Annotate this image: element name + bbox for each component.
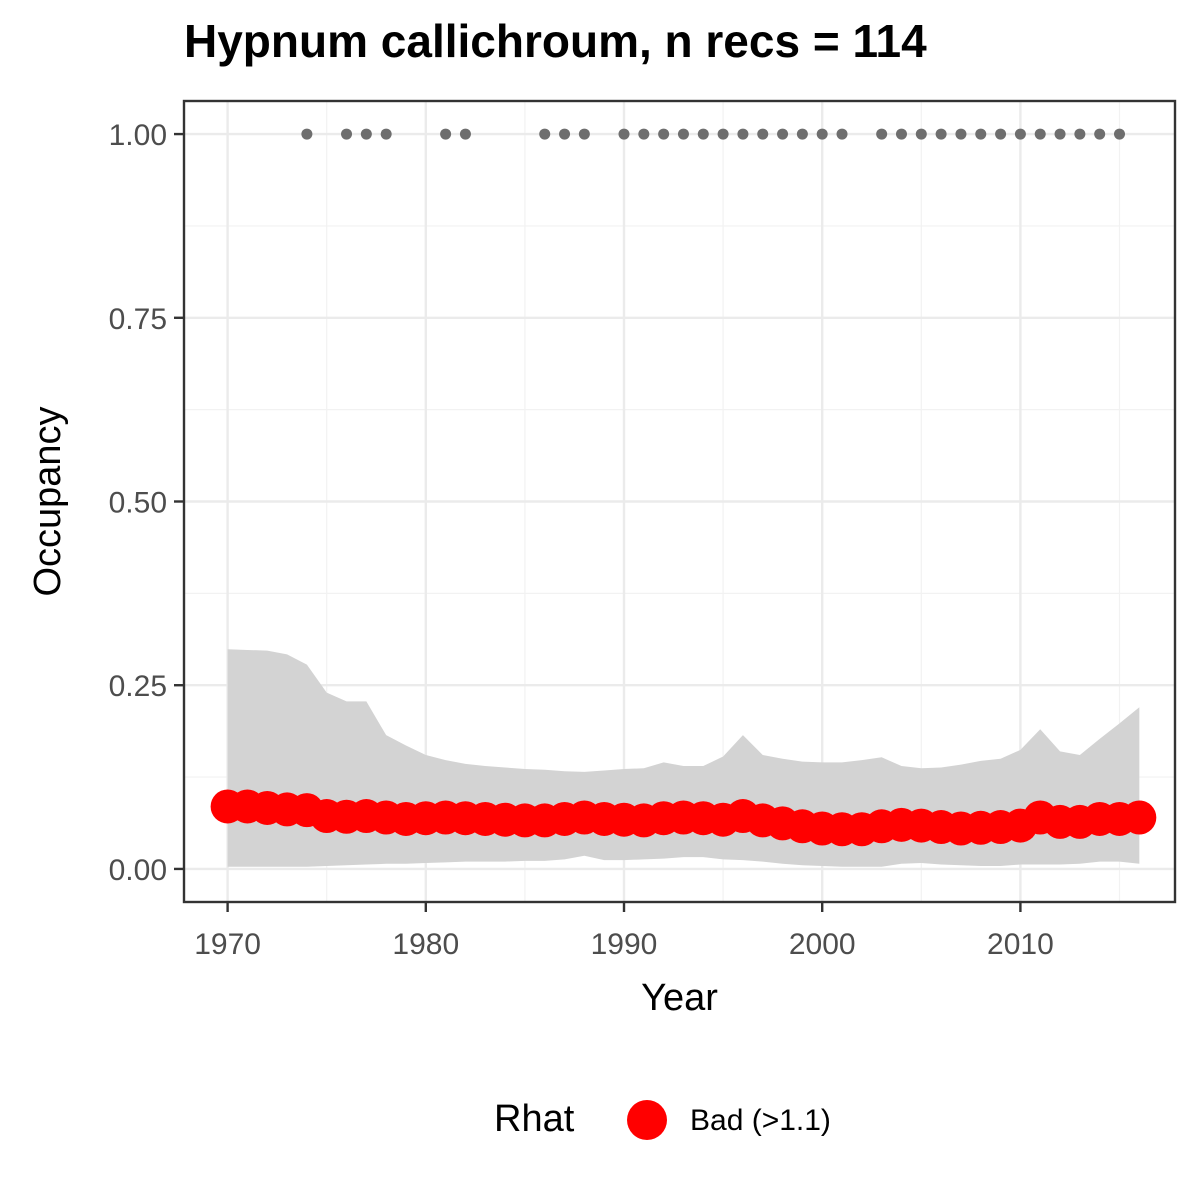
y-tick-label: 0.50 — [109, 487, 167, 520]
observation-points — [301, 128, 1126, 140]
y-axis: 0.00 0.25 0.50 0.75 1.00 — [109, 119, 184, 887]
occupancy-point — [1122, 800, 1157, 835]
legend-label-bad: Bad (>1.1) — [690, 1104, 831, 1137]
legend: Rhat Bad (>1.1) — [0, 1090, 1200, 1150]
observation-point — [301, 128, 313, 140]
observation-point — [836, 128, 848, 140]
observation-point — [559, 128, 571, 140]
observation-point — [816, 128, 828, 140]
observation-point — [975, 128, 987, 140]
observation-point — [777, 128, 789, 140]
observation-point — [876, 128, 888, 140]
legend-title: Rhat — [494, 1098, 575, 1140]
occupancy-plot: 1970 1980 1990 2000 2010 0.00 0.25 0.50 0.75 1.0… — [27, 99, 1177, 1019]
y-tick-label: 1.00 — [109, 119, 167, 152]
observation-point — [995, 128, 1007, 140]
x-tick-label: 1970 — [194, 928, 261, 961]
x-tick-label: 2000 — [789, 928, 856, 961]
observation-point — [341, 128, 353, 140]
y-tick-label: 0.75 — [109, 303, 167, 336]
x-tick-label: 1990 — [591, 928, 658, 961]
observation-point — [360, 128, 372, 140]
observation-point — [915, 128, 927, 140]
observation-point — [1014, 128, 1026, 140]
observation-point — [440, 128, 452, 140]
observation-point — [1074, 128, 1086, 140]
observation-point — [618, 128, 630, 140]
observation-point — [935, 128, 947, 140]
x-tick-label: 1980 — [392, 928, 459, 961]
observation-point — [539, 128, 551, 140]
occupancy-points — [210, 789, 1157, 847]
observation-point — [737, 128, 749, 140]
observation-point — [717, 128, 729, 140]
observation-point — [1094, 128, 1106, 140]
observation-point — [658, 128, 670, 140]
observation-point — [459, 128, 471, 140]
observation-point — [380, 128, 392, 140]
observation-point — [895, 128, 907, 140]
observation-point — [638, 128, 650, 140]
observation-point — [697, 128, 709, 140]
legend-key-bad — [627, 1100, 667, 1140]
observation-point — [1114, 128, 1126, 140]
y-tick-label: 0.00 — [109, 854, 167, 887]
y-tick-label: 0.25 — [109, 670, 167, 703]
x-axis: 1970 1980 1990 2000 2010 — [194, 902, 1054, 961]
observation-point — [796, 128, 808, 140]
x-axis-label: Year — [641, 977, 718, 1019]
observation-point — [578, 128, 590, 140]
observation-point — [1054, 128, 1066, 140]
observation-point — [955, 128, 967, 140]
observation-point — [1034, 128, 1046, 140]
observation-point — [757, 128, 769, 140]
y-axis-label: Occupancy — [27, 406, 69, 596]
x-tick-label: 2010 — [987, 928, 1054, 961]
chart-title: Hypnum callichroum, n recs = 114 — [184, 15, 927, 67]
observation-point — [677, 128, 689, 140]
